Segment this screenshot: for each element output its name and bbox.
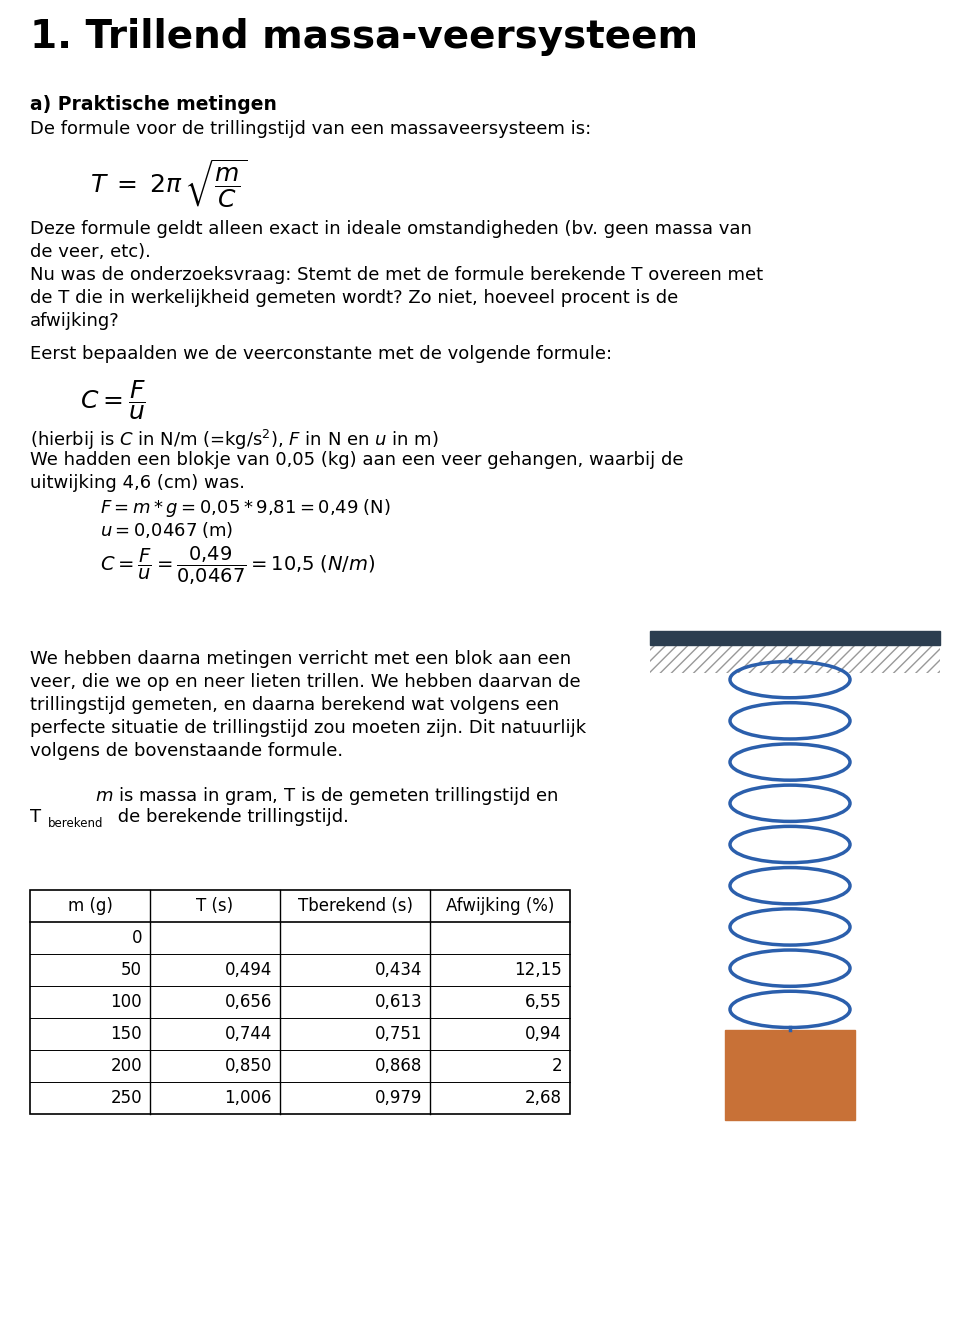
Text: 100: 100 (110, 993, 142, 1012)
Text: trillingstijd gemeten, en daarna berekend wat volgens een: trillingstijd gemeten, en daarna bereken… (30, 696, 559, 714)
Text: volgens de bovenstaande formule.: volgens de bovenstaande formule. (30, 741, 343, 760)
Text: $\mathit{T}\;=\;2\pi\,\sqrt{\dfrac{m}{C}}$: $\mathit{T}\;=\;2\pi\,\sqrt{\dfrac{m}{C}… (90, 158, 247, 211)
Text: 0,868: 0,868 (374, 1057, 422, 1075)
Text: 200: 200 (110, 1057, 142, 1075)
Bar (650, 632, 940, 645)
Text: 0,494: 0,494 (225, 961, 272, 978)
Text: 0,94: 0,94 (525, 1025, 562, 1043)
Text: De formule voor de trillingstijd van een massaveersysteem is:: De formule voor de trillingstijd van een… (30, 120, 591, 138)
Text: 1. Trillend massa-veersysteem: 1. Trillend massa-veersysteem (30, 19, 698, 56)
Text: 6,55: 6,55 (525, 993, 562, 1012)
Text: 0,434: 0,434 (374, 961, 422, 978)
Text: perfecte situatie de trillingstijd zou moeten zijn. Dit natuurlijk: perfecte situatie de trillingstijd zou m… (30, 719, 587, 737)
Text: 0,744: 0,744 (225, 1025, 272, 1043)
Text: 0,613: 0,613 (374, 993, 422, 1012)
Text: 2: 2 (551, 1057, 562, 1075)
Bar (650, 645, 940, 673)
Text: $\mathit{m}$ is massa in gram, T is de gemeten trillingstijd en: $\mathit{m}$ is massa in gram, T is de g… (95, 785, 559, 808)
Text: We hebben daarna metingen verricht met een blok aan een: We hebben daarna metingen verricht met e… (30, 650, 571, 669)
Text: uitwijking 4,6 (cm) was.: uitwijking 4,6 (cm) was. (30, 474, 245, 493)
Bar (725, 1030, 855, 1120)
Text: 250: 250 (110, 1090, 142, 1107)
Text: m (g): m (g) (67, 896, 112, 915)
Text: 0,979: 0,979 (374, 1090, 422, 1107)
Text: afwijking?: afwijking? (30, 312, 120, 330)
Text: T: T (30, 808, 41, 826)
Text: 0,751: 0,751 (374, 1025, 422, 1043)
Text: 12,15: 12,15 (515, 961, 562, 978)
Text: $\mathit{C} = \dfrac{\mathit{F}}{\mathit{u}}$: $\mathit{C} = \dfrac{\mathit{F}}{\mathit… (80, 377, 146, 422)
Text: 2,68: 2,68 (525, 1090, 562, 1107)
Text: Deze formule geldt alleen exact in ideale omstandigheden (bv. geen massa van: Deze formule geldt alleen exact in ideal… (30, 220, 752, 238)
Text: $\mathit{F} = \mathit{m} * \mathit{g} = 0{,}05 * 9{,}81 = 0{,}49\;(\mathrm{N})$: $\mathit{F} = \mathit{m} * \mathit{g} = … (100, 496, 391, 519)
Text: 0,850: 0,850 (225, 1057, 272, 1075)
Text: Afwijking (%): Afwijking (%) (445, 896, 554, 915)
Text: Tberekend (s): Tberekend (s) (298, 896, 413, 915)
Text: Eerst bepaalden we de veerconstante met de volgende formule:: Eerst bepaalden we de veerconstante met … (30, 346, 612, 363)
Text: veer, die we op en neer lieten trillen. We hebben daarvan de: veer, die we op en neer lieten trillen. … (30, 673, 581, 691)
Text: We hadden een blokje van 0,05 (kg) aan een veer gehangen, waarbij de: We hadden een blokje van 0,05 (kg) aan e… (30, 451, 684, 469)
Text: de T die in werkelijkheid gemeten wordt? Zo niet, hoeveel procent is de: de T die in werkelijkheid gemeten wordt?… (30, 289, 679, 307)
Text: (hierbij is $\mathit{C}$ in N/m (=kg/s$^2$), $\mathit{F}$ in N en $\mathit{u}$ i: (hierbij is $\mathit{C}$ in N/m (=kg/s$^… (30, 428, 439, 451)
Bar (30, 890, 570, 1113)
Text: 50: 50 (121, 961, 142, 978)
Text: a) Praktische metingen: a) Praktische metingen (30, 95, 276, 114)
Text: $\mathit{u} = 0{,}0467\;(\mathrm{m})$: $\mathit{u} = 0{,}0467\;(\mathrm{m})$ (100, 520, 233, 540)
Text: de veer, etc).: de veer, etc). (30, 244, 151, 261)
Text: de berekende trillingstijd.: de berekende trillingstijd. (112, 808, 348, 826)
Text: T (s): T (s) (197, 896, 233, 915)
Text: 0: 0 (132, 929, 142, 947)
Text: 150: 150 (110, 1025, 142, 1043)
Text: Nu was de onderzoeksvraag: Stemt de met de formule berekende T overeen met: Nu was de onderzoeksvraag: Stemt de met … (30, 266, 763, 285)
Text: $\mathit{C} = \dfrac{\mathit{F}}{\mathit{u}} = \dfrac{0{,}49}{0{,}0467} = 10{,}5: $\mathit{C} = \dfrac{\mathit{F}}{\mathit… (100, 545, 375, 587)
Text: 0,656: 0,656 (225, 993, 272, 1012)
Text: 1,006: 1,006 (225, 1090, 272, 1107)
Text: berekend: berekend (48, 817, 104, 830)
